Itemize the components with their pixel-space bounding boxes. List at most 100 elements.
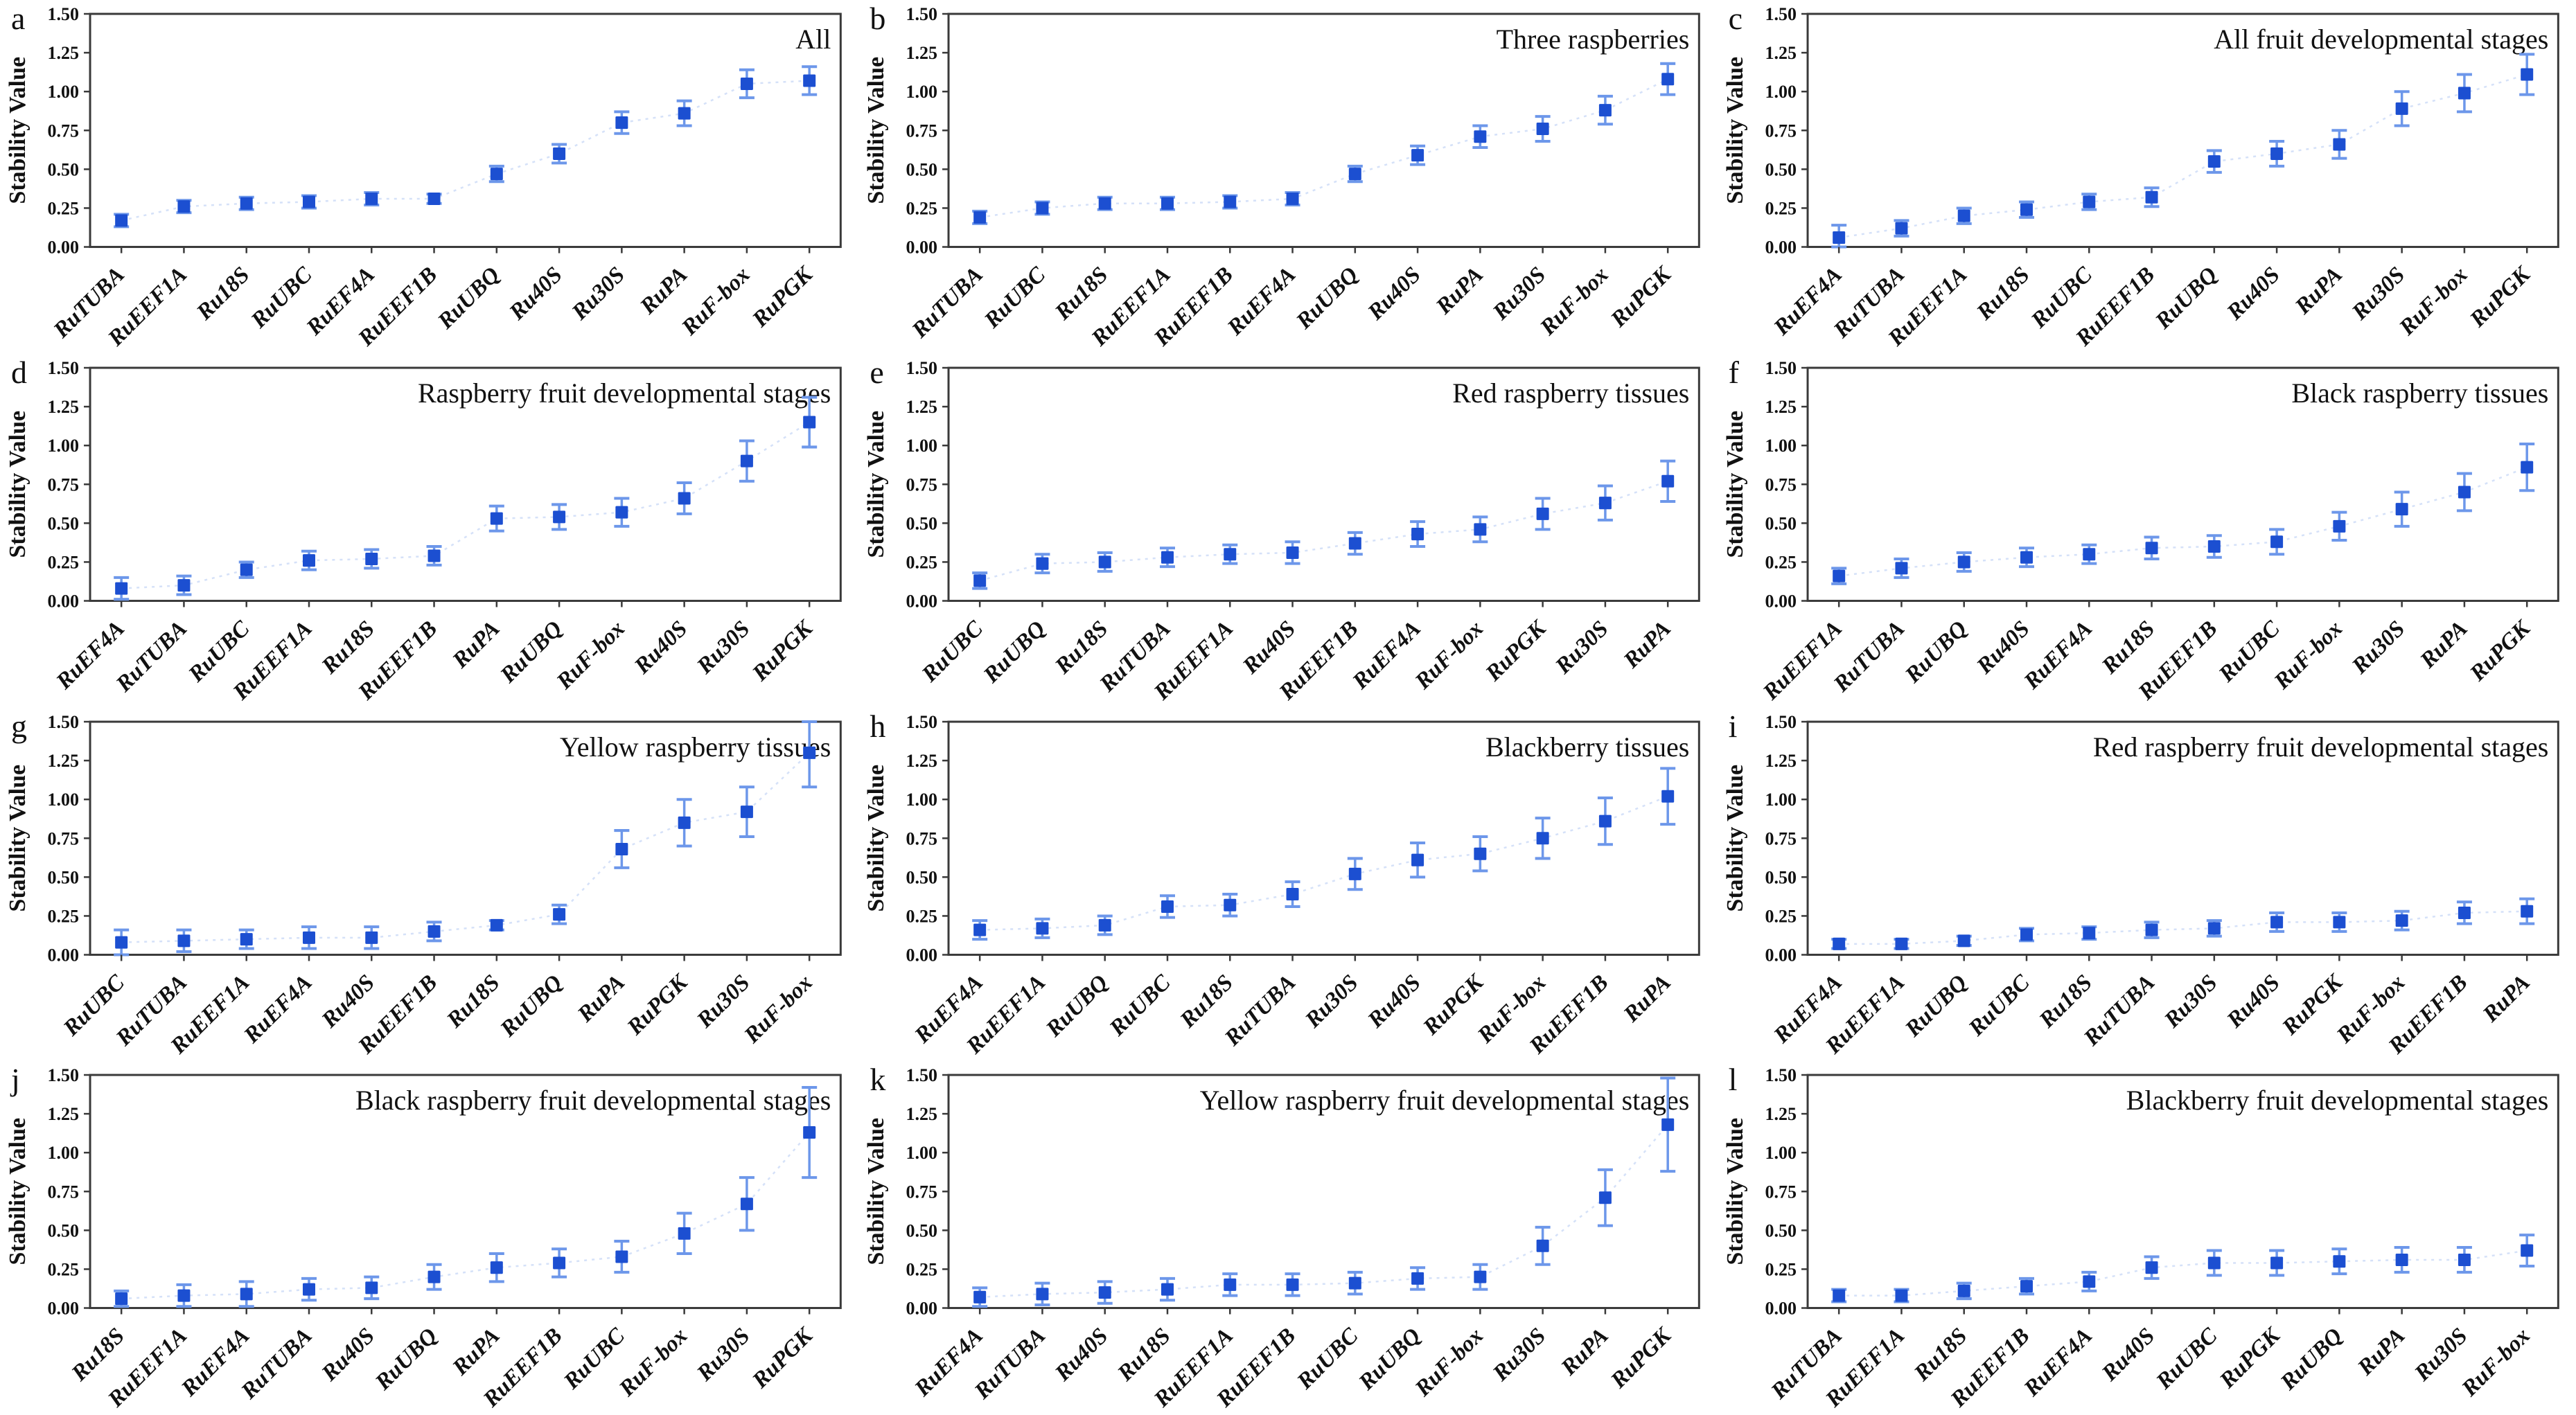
data-point <box>1411 1272 1424 1285</box>
y-axis-title: Stability Value <box>1722 1118 1748 1265</box>
data-point <box>115 582 128 595</box>
y-axis-title: Stability Value <box>5 411 30 558</box>
y-axis-title: Stability Value <box>1722 57 1748 204</box>
data-point <box>2520 905 2533 918</box>
x-tick-label: RuUBC <box>1104 970 1176 1041</box>
x-tick-label: RuF-box <box>677 262 755 341</box>
plot-frame <box>947 12 1701 249</box>
data-point <box>240 1288 253 1301</box>
data-point <box>1957 555 1970 569</box>
x-tick-label: RuUBQ <box>2275 1324 2347 1396</box>
panel-letter: f <box>1728 354 1739 390</box>
y-tick-label: 0.25 <box>1765 552 1797 572</box>
x-tick-label: Ru40S <box>1050 1324 1113 1387</box>
x-tick-label: RuPA <box>1618 970 1676 1027</box>
x-tick-label: RuUBQ <box>2150 262 2222 335</box>
data-point <box>177 578 191 591</box>
y-tick-label: 0.75 <box>1765 121 1797 141</box>
data-point <box>2082 926 2095 939</box>
x-tick-label: RuPA <box>635 262 693 320</box>
data-point <box>1661 790 1675 803</box>
panel-plot: 0.00 0.25 0.50 0.75 1.00 1.25 1.50 Stability Va… <box>1722 712 2559 1059</box>
y-tick-label: 1.50 <box>48 712 80 732</box>
data-point <box>427 1270 441 1283</box>
panel-plot: 0.00 0.25 0.50 0.75 1.00 1.25 1.50 Stability Va… <box>1722 1065 2559 1413</box>
x-tick-label: RuF-box <box>1410 1324 1488 1402</box>
panel-plot: 0.00 0.25 0.50 0.75 1.00 1.25 1.50 Stability Va… <box>5 4 842 352</box>
x-tick-label: RuUBQ <box>433 262 505 335</box>
y-tick-label: 1.50 <box>48 4 80 24</box>
y-tick-label: 1.50 <box>1765 1065 1797 1085</box>
x-tick-label: RuPA <box>448 616 505 674</box>
data-point <box>2520 461 2533 474</box>
panel-title: Raspberry fruit developmental stages <box>418 377 831 409</box>
y-tick-label: 1.00 <box>48 82 80 102</box>
y-tick-label: 0.50 <box>906 1221 938 1241</box>
y-tick-label: 0.75 <box>48 474 80 495</box>
data-point <box>740 77 753 90</box>
data-point <box>615 842 628 855</box>
data-point <box>1895 937 1908 950</box>
y-tick-label: 1.00 <box>906 1143 938 1163</box>
y-tick-label: 0.25 <box>1765 198 1797 218</box>
connector-line <box>1838 73 2528 239</box>
y-tick-label: 0.50 <box>48 867 80 887</box>
x-tick-label: RuPGK <box>747 615 818 686</box>
chart-panel-a: a 0.00 0.25 0.50 0.75 1.00 1.25 1.50 Stability … <box>0 0 859 354</box>
y-tick-label: 0.75 <box>906 828 938 848</box>
data-point <box>427 549 441 562</box>
panel-letter: e <box>870 354 884 390</box>
plot-frame <box>89 1074 842 1310</box>
y-tick-label: 0.00 <box>48 238 80 258</box>
data-point <box>1474 1270 1487 1283</box>
data-point <box>490 512 503 525</box>
y-tick-label: 0.75 <box>48 828 80 848</box>
panel-letter: b <box>870 1 886 36</box>
x-tick-label: Ru30S <box>1300 970 1364 1033</box>
y-tick-label: 0.50 <box>1765 1221 1797 1241</box>
data-point <box>2270 535 2283 549</box>
x-tick-label: RuEF4A <box>1222 262 1300 341</box>
data-point <box>2458 486 2471 499</box>
panel-title: Blackberry fruit developmental stages <box>2126 1085 2548 1116</box>
data-point <box>1832 937 1845 950</box>
x-tick-label: Ru40S <box>1363 970 1426 1033</box>
x-tick-label: RuPGK <box>747 1323 818 1394</box>
data-point <box>177 934 191 947</box>
y-tick-label: 0.00 <box>48 945 80 965</box>
x-tick-label: RuEF4A <box>1348 616 1426 695</box>
x-tick-label: RuPA <box>2290 262 2347 320</box>
x-tick-label: RuPGK <box>2464 261 2536 332</box>
x-tick-label: RuF-box <box>2269 616 2347 695</box>
data-point <box>2207 155 2221 168</box>
data-point <box>1161 551 1174 564</box>
data-point <box>1411 853 1424 866</box>
data-point <box>490 1261 503 1274</box>
panel-plot: 0.00 0.25 0.50 0.75 1.00 1.25 1.50 Stability Va… <box>5 1065 842 1413</box>
data-point <box>1661 474 1675 488</box>
chart-panel-c: c 0.00 0.25 0.50 0.75 1.00 1.25 1.50 Stability … <box>1717 0 2576 354</box>
data-point <box>2020 203 2033 216</box>
x-tick-label: RuUBQ <box>1291 262 1364 335</box>
panel-letter: k <box>870 1062 886 1098</box>
y-axis-title: Stability Value <box>863 57 889 204</box>
x-tick-label: Ru30S <box>2347 616 2410 679</box>
data-point <box>1349 867 1362 880</box>
data-point <box>1099 918 1112 932</box>
panel-plot: 0.00 0.25 0.50 0.75 1.00 1.25 1.50 Stability Va… <box>5 358 842 705</box>
data-point <box>2145 541 2158 555</box>
chart-panel-i: i 0.00 0.25 0.50 0.75 1.00 1.25 1.50 Stability … <box>1717 707 2576 1062</box>
data-point <box>115 214 128 227</box>
data-point <box>1957 1285 1970 1298</box>
y-tick-label: 0.75 <box>906 1182 938 1202</box>
chart-panel-l: l 0.00 0.25 0.50 0.75 1.00 1.25 1.50 Stability … <box>1717 1061 2576 1415</box>
panel-title: Yellow raspberry fruit developmental sta… <box>1200 1085 1690 1116</box>
panel-plot: 0.00 0.25 0.50 0.75 1.00 1.25 1.50 Stability Va… <box>863 358 1701 705</box>
data-point <box>2270 915 2283 928</box>
data-point <box>2270 1256 2283 1270</box>
y-tick-label: 1.00 <box>1765 790 1797 810</box>
data-point <box>615 1250 628 1263</box>
data-point <box>2020 927 2033 941</box>
y-tick-label: 0.75 <box>48 121 80 141</box>
data-point <box>1224 195 1237 208</box>
